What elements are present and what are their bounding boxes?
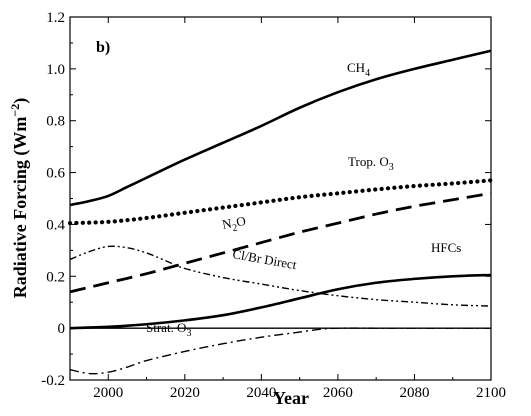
- y-tick-label: 0.2: [46, 269, 65, 285]
- y-tick-label: 1.0: [46, 62, 65, 78]
- series-line-strat-o3: [69, 327, 491, 375]
- y-axis-title-text: Radiative Forcing (Wm: [10, 117, 31, 299]
- series-line-hfcs: [69, 273, 492, 330]
- series-label-trop-o3: Trop. O3: [348, 154, 394, 173]
- y-tick-label: -0.2: [41, 373, 65, 389]
- series-label-subscript: 2: [232, 223, 239, 235]
- series-label-ch4: CH4: [347, 60, 370, 79]
- panel-label: b): [96, 39, 110, 56]
- x-axis-title: Year: [273, 388, 309, 408]
- y-tick-label: 0.6: [46, 166, 65, 182]
- y-tick-label: 0: [58, 321, 66, 337]
- y-tick-label: 1.2: [46, 10, 65, 26]
- series-label-hfcs: HFCs: [431, 240, 461, 255]
- x-tick-label: 2020: [170, 385, 200, 401]
- x-tick-label: 2100: [476, 385, 506, 401]
- series-label-tail: O: [235, 213, 247, 229]
- series-label-subscript: 3: [186, 328, 191, 339]
- series-label-subscript: 3: [389, 162, 394, 173]
- y-axis-title: Radiative Forcing (Wm−2): [8, 98, 31, 299]
- series-label-subscript: 4: [365, 68, 370, 79]
- series-layer: [67, 49, 494, 375]
- series-label-text: HFCs: [431, 240, 461, 255]
- series-label-text: Strat. O: [146, 320, 186, 335]
- y-tick-label: 0.4: [46, 217, 65, 233]
- y-tick-label: 0.8: [46, 114, 65, 130]
- series-label-strat-o3: Strat. O3: [146, 320, 191, 339]
- series-line-ch4: [69, 49, 492, 207]
- series-label-n2o: N2O: [221, 213, 248, 236]
- series-line-trop-o3: [67, 178, 494, 226]
- x-tick-label: 2000: [93, 385, 123, 401]
- x-tick-label: 2040: [246, 385, 276, 401]
- y-axis-title-exponent: −2: [8, 104, 22, 117]
- series-label-text: CH: [347, 60, 365, 75]
- y-axis-title-close: ): [10, 98, 31, 104]
- x-tick-label: 2060: [323, 385, 353, 401]
- series-line-n2o: [69, 191, 492, 294]
- x-tick-label: 2080: [399, 385, 429, 401]
- series-label-text: Trop. O: [348, 154, 389, 169]
- axis-layer: 2000 2020 2040 2060 2080 2100 -0.2 0 0.2 0.4 0.6 0.…: [41, 10, 506, 401]
- series-label-text: N: [221, 215, 233, 232]
- series-line-cl-br-direct: [69, 245, 492, 307]
- plot-frame: [69, 16, 492, 381]
